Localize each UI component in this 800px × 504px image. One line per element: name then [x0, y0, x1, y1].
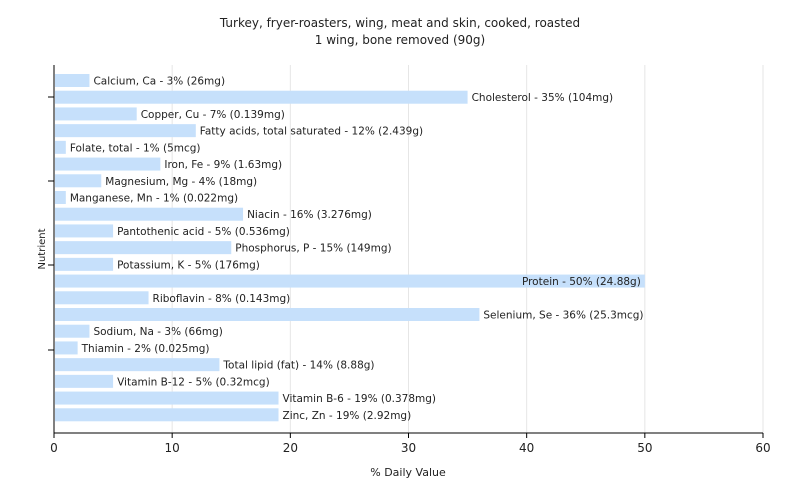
- bar-label: Phosphorus, P - 15% (149mg): [235, 243, 391, 255]
- bar-label: Sodium, Na - 3% (66mg): [93, 326, 222, 338]
- bars: [55, 74, 645, 422]
- bar-label: Thiamin - 2% (0.025mg): [81, 343, 210, 355]
- bar-label: Niacin - 16% (3.276mg): [247, 209, 372, 221]
- bar: [55, 107, 137, 121]
- bar: [55, 241, 232, 255]
- x-tick-label: 0: [50, 441, 58, 455]
- x-tick-label: 30: [401, 441, 416, 455]
- bar: [55, 408, 279, 422]
- x-tick-label: 50: [637, 441, 652, 455]
- bar: [55, 308, 480, 321]
- bar-label: Zinc, Zn - 19% (2.92mg): [283, 410, 412, 422]
- bar: [55, 274, 645, 288]
- y-axis-label: Nutrient: [37, 228, 48, 269]
- bar: [55, 324, 90, 338]
- bar-label: Total lipid (fat) - 14% (8.88g): [222, 360, 374, 372]
- bar: [55, 291, 149, 305]
- bar: [55, 374, 114, 388]
- bar-label: Manganese, Mn - 1% (0.022mg): [70, 193, 238, 205]
- bar-label: Selenium, Se - 36% (25.3mcg): [483, 310, 643, 322]
- bar: [55, 358, 220, 372]
- chart-subtitle: 1 wing, bone removed (90g): [315, 33, 485, 47]
- x-tick-label: 60: [755, 441, 770, 455]
- bar-label: Fatty acids, total saturated - 12% (2.43…: [200, 126, 423, 138]
- bar: [55, 90, 468, 104]
- bar: [55, 224, 114, 238]
- bar: [55, 140, 66, 154]
- x-tick-label: 10: [165, 441, 180, 455]
- bar-label: Vitamin B-6 - 19% (0.378mg): [283, 393, 437, 405]
- bar: [55, 257, 114, 271]
- x-axis-ticks: 0 10 20 30 40 50 60: [50, 433, 771, 455]
- bar: [55, 391, 279, 405]
- bar-labels: Calcium, Ca - 3% (26mg) Cholesterol - 35%…: [70, 76, 644, 422]
- bar: [55, 74, 90, 87]
- bar-label: Calcium, Ca - 3% (26mg): [93, 76, 225, 88]
- bar: [55, 124, 196, 138]
- bar-label: Iron, Fe - 9% (1.63mg): [164, 159, 282, 171]
- bar-label: Riboflavin - 8% (0.143mg): [153, 293, 291, 305]
- bar: [55, 157, 161, 171]
- x-tick-label: 40: [519, 441, 534, 455]
- bar-label: Folate, total - 1% (5mcg): [70, 142, 201, 154]
- bar: [55, 341, 78, 355]
- bar-label: Copper, Cu - 7% (0.139mg): [141, 109, 285, 121]
- y-axis-ticks: [48, 96, 54, 351]
- bar-label: Protein - 50% (24.88g): [522, 276, 641, 288]
- bar-label: Magnesium, Mg - 4% (18mg): [105, 176, 257, 188]
- bar: [55, 207, 244, 221]
- bar: [55, 174, 102, 188]
- bar-label: Vitamin B-12 - 5% (0.32mcg): [117, 376, 270, 388]
- grid-lines: [171, 65, 764, 433]
- chart-title: Turkey, fryer-roasters, wing, meat and s…: [219, 16, 580, 30]
- bar-label: Cholesterol - 35% (104mg): [472, 92, 614, 104]
- x-axis-label: % Daily Value: [370, 466, 446, 479]
- bar-label: Pantothenic acid - 5% (0.536mg): [117, 226, 290, 238]
- x-tick-label: 20: [283, 441, 298, 455]
- bar: [55, 191, 66, 204]
- bar-label: Potassium, K - 5% (176mg): [117, 259, 260, 271]
